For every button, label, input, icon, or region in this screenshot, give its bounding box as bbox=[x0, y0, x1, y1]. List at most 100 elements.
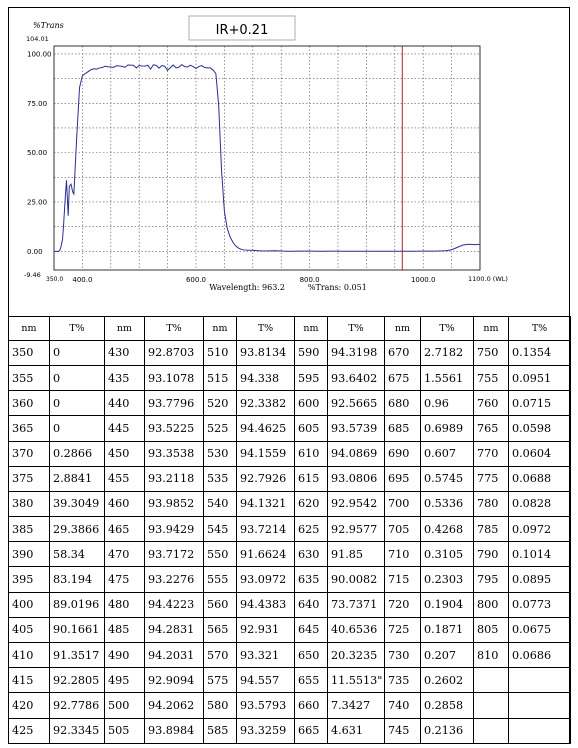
transmission-cell: 94.2031 bbox=[144, 642, 204, 669]
axes bbox=[53, 45, 481, 271]
transmission-cell: 93.6402 bbox=[327, 364, 385, 392]
wavelength-cell: 605 bbox=[294, 415, 328, 442]
table-row: 410 91.3517 490 94.2031 570 93.321 650 20.3235 7… bbox=[8, 642, 571, 669]
wavelength-cell: 685 bbox=[384, 415, 421, 442]
wavelength-cell: 735 bbox=[384, 667, 421, 694]
transmission-table: nm T% nm T% nm T% nm T% nm T% nm T% 350 0 430 92.8703 5… bbox=[8, 316, 571, 745]
wavelength-cell: 790 bbox=[473, 541, 509, 568]
wavelength-cell: 505 bbox=[104, 717, 145, 745]
chart-title: IR+0.21 bbox=[216, 23, 269, 38]
chart-title-box bbox=[188, 15, 296, 41]
wavelength-cell: 600 bbox=[294, 390, 328, 417]
column-header-nm: nm bbox=[104, 316, 145, 341]
transmission-cell: 92.8703 bbox=[144, 339, 204, 366]
transmission-cell: 0.1354 bbox=[508, 339, 571, 366]
x-tick-label: 400.0 bbox=[72, 276, 92, 284]
wavelength-cell bbox=[473, 667, 509, 694]
wavelength-cell: 765 bbox=[473, 415, 509, 442]
y-tick-label: 75.00 bbox=[27, 100, 47, 108]
transmission-cell: 90.1661 bbox=[49, 616, 105, 644]
x-tick-labels: 400.0 600.0 800.0 1000.0 350.0 1100.0 (WL) bbox=[46, 275, 508, 284]
y-tick-label: 0.00 bbox=[27, 248, 43, 256]
wavelength-cell: 680 bbox=[384, 390, 421, 417]
transmission-cell: 94.557 bbox=[236, 667, 295, 694]
transmission-cell: 0.0598 bbox=[508, 415, 571, 442]
transmission-cell: 94.4223 bbox=[144, 591, 204, 618]
transmission-cell: 92.9577 bbox=[327, 516, 385, 543]
x-end-label: 1100.0 (WL) bbox=[468, 275, 508, 283]
wavelength-cell: 405 bbox=[8, 616, 50, 644]
wavelength-cell: 465 bbox=[104, 516, 145, 543]
table-row: 355 0 435 93.1078 515 94.338 595 93.6402 675 1.55… bbox=[8, 364, 571, 392]
wavelength-cell: 615 bbox=[294, 465, 328, 492]
wavelength-cell: 425 bbox=[8, 717, 50, 745]
column-header-transmission: T% bbox=[144, 316, 204, 341]
wavelength-cell: 510 bbox=[203, 339, 237, 366]
wavelength-cell: 390 bbox=[8, 541, 50, 568]
table-row: 390 58.34 470 93.7172 550 91.6624 630 91.85 710 0… bbox=[8, 541, 571, 568]
transmission-cell: 0.607 bbox=[420, 440, 474, 467]
y-axis-label: %Trans bbox=[33, 21, 64, 30]
wavelength-cell: 380 bbox=[8, 490, 50, 518]
wavelength-cell: 750 bbox=[473, 339, 509, 366]
wavelength-cell: 675 bbox=[384, 364, 421, 392]
transmission-cell: 93.5793 bbox=[236, 692, 295, 719]
transmission-cell: 93.2118 bbox=[144, 465, 204, 492]
transmission-cell: 11.5513" bbox=[327, 667, 385, 694]
transmission-cell: 93.5225 bbox=[144, 415, 204, 442]
transmission-cell: 40.6536 bbox=[327, 616, 385, 644]
wavelength-cell: 620 bbox=[294, 490, 328, 518]
transmission-cell: 7.3427 bbox=[327, 692, 385, 719]
column-header-nm: nm bbox=[8, 316, 50, 341]
wavelength-cell: 720 bbox=[384, 591, 421, 618]
transmission-cell: 93.8134 bbox=[236, 339, 295, 366]
transmission-cell: 94.1559 bbox=[236, 440, 295, 467]
column-header-nm: nm bbox=[294, 316, 328, 341]
wavelength-cell: 435 bbox=[104, 364, 145, 392]
x-tick-label: 800.0 bbox=[300, 276, 320, 284]
transmission-cell: 0.2303 bbox=[420, 566, 474, 593]
transmission-cell: 2.7182 bbox=[420, 339, 474, 366]
transmission-cell: 94.4625 bbox=[236, 415, 295, 442]
transmission-cell: 94.2062 bbox=[144, 692, 204, 719]
wavelength-cell: 530 bbox=[203, 440, 237, 467]
wavelength-cell: 640 bbox=[294, 591, 328, 618]
wavelength-cell: 520 bbox=[203, 390, 237, 417]
transmission-cell: 92.7786 bbox=[49, 692, 105, 719]
transmission-cell: 0.1871 bbox=[420, 616, 474, 644]
wavelength-cell: 805 bbox=[473, 616, 509, 644]
y-tick-labels: 100.00 75.00 50.00 25.00 0.00 104.01 -9.46 bbox=[24, 35, 52, 279]
wavelength-cell: 540 bbox=[203, 490, 237, 518]
transmission-cell: 0.2866 bbox=[49, 440, 105, 467]
transmission-cell: 93.7214 bbox=[236, 516, 295, 543]
wavelength-cell: 755 bbox=[473, 364, 509, 392]
transmission-cell: 73.7371 bbox=[327, 591, 385, 618]
table-row: 405 90.1661 485 94.2831 565 92.931 645 40.6536 7… bbox=[8, 616, 571, 644]
wavelength-cell: 665 bbox=[294, 717, 328, 745]
table-row: 370 0.2866 450 93.3538 530 94.1559 610 94.0869 6… bbox=[8, 440, 571, 467]
wavelength-cell: 370 bbox=[8, 440, 50, 467]
table-row: 395 83.194 475 93.2276 555 93.0972 635 90.0082 7… bbox=[8, 566, 571, 593]
wavelength-cell: 570 bbox=[203, 642, 237, 669]
wavelength-cell: 555 bbox=[203, 566, 237, 593]
wavelength-cell: 515 bbox=[203, 364, 237, 392]
transmission-cell: 0.1904 bbox=[420, 591, 474, 618]
transmission-cell: 0.1014 bbox=[508, 541, 571, 568]
y-tick-label: 50.00 bbox=[27, 149, 47, 157]
transmission-cell: 58.34 bbox=[49, 541, 105, 568]
transmission-chart: IR+0.21 %Trans 100.00 75.00 50.00 25.00 0.00… bbox=[24, 15, 508, 292]
transmission-cell: 92.931 bbox=[236, 616, 295, 644]
wavelength-cell: 410 bbox=[8, 642, 50, 669]
column-header-transmission: T% bbox=[49, 316, 105, 341]
transmission-cell: 0.0675 bbox=[508, 616, 571, 644]
table-row: 425 92.3345 505 93.8984 585 93.3259 665 4.631 74… bbox=[8, 717, 571, 745]
wavelength-cell: 715 bbox=[384, 566, 421, 593]
y-tick-label: 100.00 bbox=[27, 50, 52, 58]
transmission-cell: 0.0951 bbox=[508, 364, 571, 392]
wavelength-cell bbox=[473, 692, 509, 719]
column-header-nm: nm bbox=[384, 316, 421, 341]
column-header-transmission: T% bbox=[327, 316, 385, 341]
transmission-cell bbox=[508, 692, 571, 719]
transmission-cell: 0.0715 bbox=[508, 390, 571, 417]
transmission-cell: 93.7172 bbox=[144, 541, 204, 568]
